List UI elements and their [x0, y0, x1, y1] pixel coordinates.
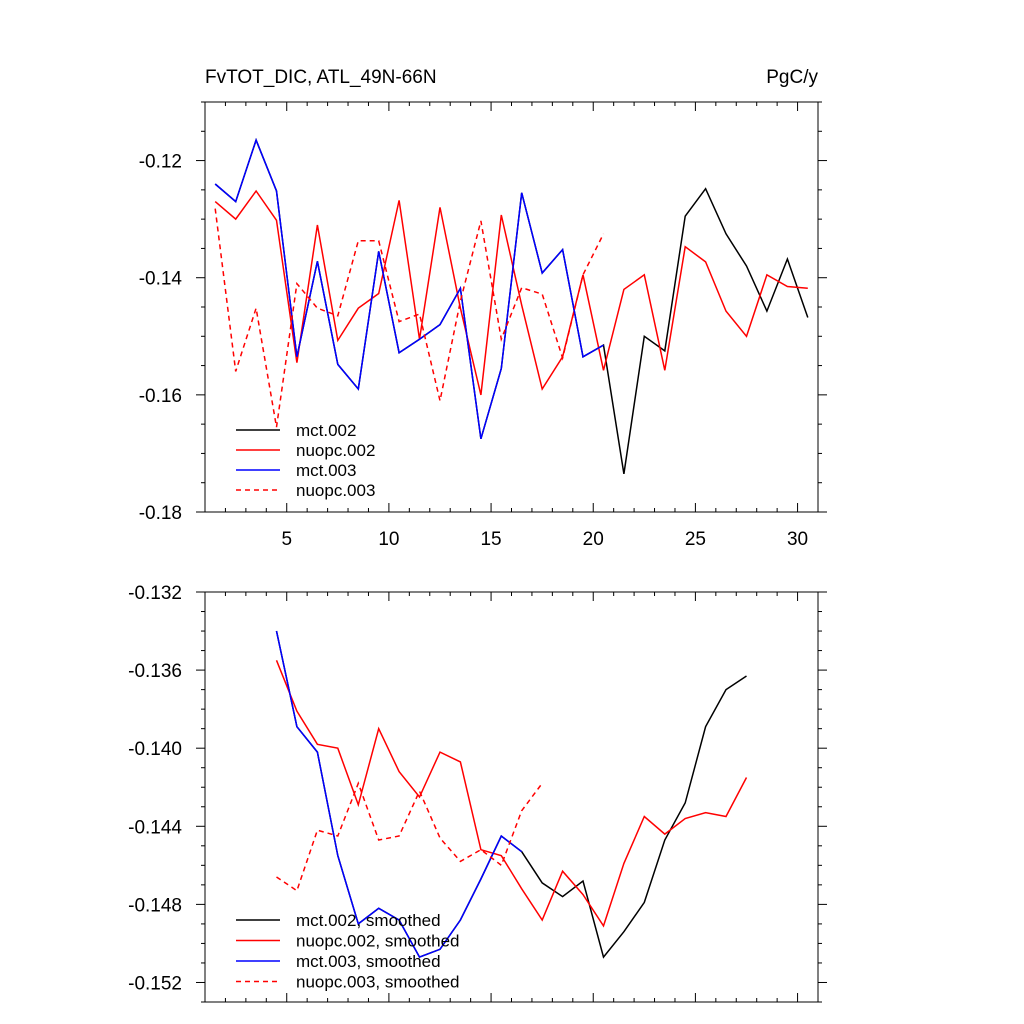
chart-units: PgC/y [766, 67, 818, 88]
y-tick-label: -0.144 [128, 817, 182, 838]
chart-title: FvTOT_DIC, ATL_49N-66N [205, 67, 437, 88]
series-line-2 [214, 137, 604, 440]
x-tick-label: 30 [787, 529, 808, 550]
series-line-0 [275, 630, 747, 959]
y-tick-label: -0.140 [128, 739, 182, 760]
y-tick-label: -0.136 [128, 661, 182, 682]
legend-label: nuopc.003, smoothed [296, 973, 460, 992]
legend-label: mct.003, smoothed [296, 952, 441, 971]
upper-panel: 5 10 15 20 25 30 -0.12 -0.14 -0.16 -0.18 FvTOT_DIC… [139, 67, 827, 550]
lower-panel: -0.132 -0.136 -0.140 -0.144 -0.148 -0.152 mct.… [128, 583, 827, 1003]
y-tick-label: -0.16 [139, 386, 182, 407]
y-tick-label: -0.18 [139, 503, 182, 524]
legend-label: mct.002 [296, 421, 356, 440]
y-tick-label: -0.12 [139, 152, 182, 173]
legend-label: nuopc.002, smoothed [296, 932, 460, 951]
series-line-1 [275, 660, 748, 928]
legend-label: mct.002, smoothed [296, 911, 441, 930]
series-line-2 [275, 630, 523, 959]
legend-label: nuopc.002 [296, 441, 375, 460]
y-tick-label: -0.132 [128, 583, 182, 604]
x-tick-label: 15 [480, 529, 501, 550]
y-tick-label: -0.148 [128, 895, 182, 916]
legend-label: mct.003 [296, 461, 356, 480]
series-line-3 [214, 208, 605, 428]
x-tick-label: 25 [685, 529, 706, 550]
y-tick-label: -0.152 [128, 973, 182, 994]
x-tick-label: 20 [583, 529, 604, 550]
x-tick-label: 5 [281, 529, 292, 550]
series-line-1 [214, 189, 808, 396]
x-tick-label: 10 [378, 529, 399, 550]
legend-label: nuopc.003 [296, 481, 375, 500]
y-tick-label: -0.14 [139, 269, 183, 290]
series-line-3 [276, 781, 543, 892]
